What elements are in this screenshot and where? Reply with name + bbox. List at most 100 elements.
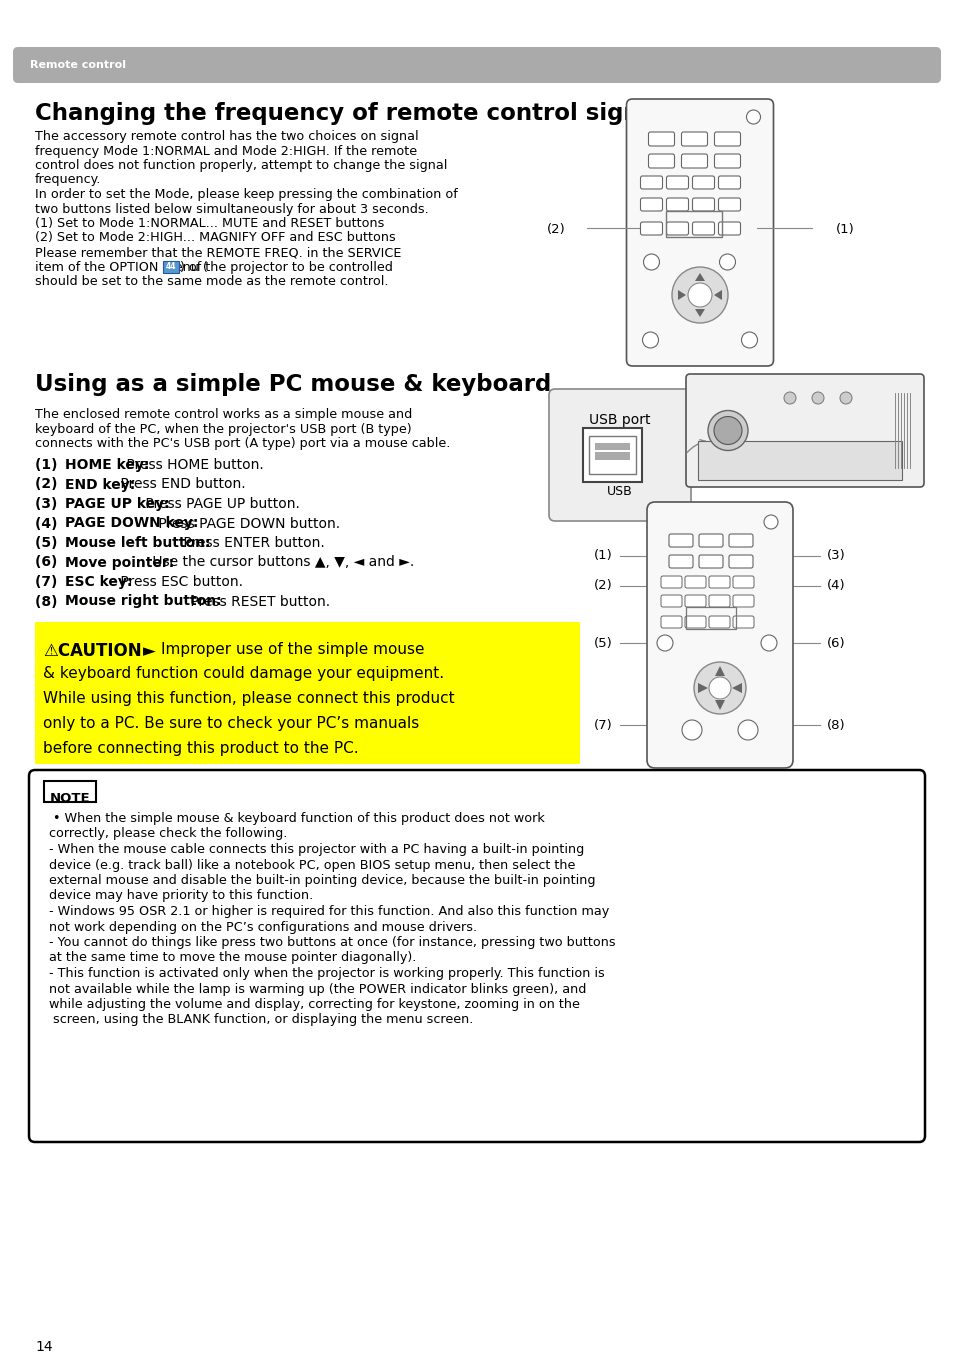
FancyBboxPatch shape <box>163 260 178 272</box>
Text: at the same time to move the mouse pointer diagonally).: at the same time to move the mouse point… <box>49 952 416 964</box>
Circle shape <box>840 393 851 403</box>
FancyBboxPatch shape <box>680 154 707 168</box>
Circle shape <box>811 393 823 403</box>
Text: PAGE DOWN key:: PAGE DOWN key: <box>65 516 198 531</box>
Text: USB: USB <box>606 485 632 498</box>
Circle shape <box>657 635 672 651</box>
Text: only to a PC. Be sure to check your PC’s manuals: only to a PC. Be sure to check your PC’s… <box>43 716 418 731</box>
FancyBboxPatch shape <box>639 198 661 211</box>
Text: not available while the lamp is warming up (the POWER indicator blinks green), a: not available while the lamp is warming … <box>49 983 586 995</box>
FancyBboxPatch shape <box>708 575 729 588</box>
Text: (6): (6) <box>826 636 844 650</box>
FancyBboxPatch shape <box>718 222 740 236</box>
FancyBboxPatch shape <box>685 374 923 487</box>
Circle shape <box>707 410 747 451</box>
Circle shape <box>671 267 727 324</box>
Text: PAGE UP key:: PAGE UP key: <box>65 497 170 510</box>
Text: (7): (7) <box>35 575 62 589</box>
Text: (6): (6) <box>35 555 62 570</box>
Text: ⚠CAUTION: ⚠CAUTION <box>43 642 141 659</box>
Text: - Windows 95 OSR 2.1 or higher is required for this function. And also this func: - Windows 95 OSR 2.1 or higher is requir… <box>49 904 609 918</box>
Text: The enclosed remote control works as a simple mouse and: The enclosed remote control works as a s… <box>35 408 412 421</box>
Text: while adjusting the volume and display, correcting for keystone, zooming in on t: while adjusting the volume and display, … <box>49 998 579 1011</box>
FancyBboxPatch shape <box>680 131 707 146</box>
FancyBboxPatch shape <box>732 616 753 628</box>
Text: - When the mouse cable connects this projector with a PC having a built-in point: - When the mouse cable connects this pro… <box>49 844 583 856</box>
FancyBboxPatch shape <box>666 176 688 190</box>
FancyBboxPatch shape <box>666 222 688 236</box>
Text: 44: 44 <box>165 263 175 271</box>
FancyBboxPatch shape <box>660 594 681 607</box>
Text: (4): (4) <box>826 580 844 593</box>
Text: should be set to the same mode as the remote control.: should be set to the same mode as the re… <box>35 275 388 288</box>
FancyBboxPatch shape <box>668 555 692 567</box>
FancyBboxPatch shape <box>666 198 688 211</box>
Circle shape <box>708 677 730 699</box>
FancyBboxPatch shape <box>692 176 714 190</box>
Text: The accessory remote control has the two choices on signal: The accessory remote control has the two… <box>35 130 418 144</box>
Text: device may have priority to this function.: device may have priority to this functio… <box>49 890 313 903</box>
FancyBboxPatch shape <box>660 616 681 628</box>
FancyBboxPatch shape <box>548 389 690 521</box>
Text: item of the OPTION menu (: item of the OPTION menu ( <box>35 260 208 274</box>
Text: screen, using the BLANK function, or displaying the menu screen.: screen, using the BLANK function, or dis… <box>49 1014 473 1026</box>
Text: two buttons listed below simultaneously for about 3 seconds.: two buttons listed below simultaneously … <box>35 203 428 215</box>
FancyBboxPatch shape <box>692 198 714 211</box>
FancyBboxPatch shape <box>714 131 740 146</box>
Text: frequency Mode 1:NORMAL and Mode 2:HIGH. If the remote: frequency Mode 1:NORMAL and Mode 2:HIGH.… <box>35 145 416 157</box>
Text: (1) Set to Mode 1:NORMAL... MUTE and RESET buttons: (1) Set to Mode 1:NORMAL... MUTE and RES… <box>35 217 384 230</box>
FancyBboxPatch shape <box>660 575 681 588</box>
Polygon shape <box>695 274 704 282</box>
Text: (2): (2) <box>547 223 565 237</box>
Text: (2): (2) <box>594 580 613 593</box>
Text: Using as a simple PC mouse & keyboard: Using as a simple PC mouse & keyboard <box>35 372 551 395</box>
Text: ►: ► <box>143 642 155 659</box>
FancyBboxPatch shape <box>699 533 722 547</box>
FancyBboxPatch shape <box>718 198 740 211</box>
Text: Press PAGE DOWN button.: Press PAGE DOWN button. <box>153 516 339 531</box>
Text: ) of the projector to be controlled: ) of the projector to be controlled <box>179 260 393 274</box>
Text: Mouse left button:: Mouse left button: <box>65 536 211 550</box>
Text: Remote control: Remote control <box>30 60 126 70</box>
Circle shape <box>738 720 758 741</box>
Polygon shape <box>695 309 704 317</box>
Text: Press PAGE UP button.: Press PAGE UP button. <box>141 497 300 510</box>
Text: (4): (4) <box>35 516 62 531</box>
Text: not work depending on the PC’s configurations and mouse drivers.: not work depending on the PC’s configura… <box>49 921 476 933</box>
Text: (8): (8) <box>826 719 844 731</box>
Text: (3): (3) <box>826 550 845 562</box>
Circle shape <box>763 515 778 529</box>
FancyBboxPatch shape <box>13 47 940 83</box>
Circle shape <box>687 283 711 307</box>
Text: Mouse right button:: Mouse right button: <box>65 594 221 608</box>
Text: (2): (2) <box>35 478 62 492</box>
Text: (1): (1) <box>35 458 62 473</box>
FancyBboxPatch shape <box>44 781 96 802</box>
FancyBboxPatch shape <box>692 222 714 236</box>
FancyBboxPatch shape <box>708 594 729 607</box>
Text: - This function is activated only when the projector is working properly. This f: - This function is activated only when t… <box>49 967 604 980</box>
FancyBboxPatch shape <box>588 436 636 474</box>
FancyBboxPatch shape <box>684 575 705 588</box>
Text: Press ESC button.: Press ESC button. <box>115 575 243 589</box>
FancyBboxPatch shape <box>639 176 661 190</box>
FancyBboxPatch shape <box>626 99 773 366</box>
Text: connects with the PC's USB port (A type) port via a mouse cable.: connects with the PC's USB port (A type)… <box>35 437 450 450</box>
FancyBboxPatch shape <box>582 428 641 482</box>
Text: correctly, please check the following.: correctly, please check the following. <box>49 827 287 841</box>
Circle shape <box>745 110 760 125</box>
Polygon shape <box>698 682 707 693</box>
FancyBboxPatch shape <box>698 441 901 481</box>
FancyBboxPatch shape <box>732 575 753 588</box>
FancyBboxPatch shape <box>684 616 705 628</box>
FancyBboxPatch shape <box>728 533 752 547</box>
Circle shape <box>783 393 795 403</box>
Text: Press RESET button.: Press RESET button. <box>186 594 330 608</box>
FancyBboxPatch shape <box>708 616 729 628</box>
Text: HOME key:: HOME key: <box>65 458 150 473</box>
Text: & keyboard function could damage your equipment.: & keyboard function could damage your eq… <box>43 666 444 681</box>
FancyBboxPatch shape <box>718 176 740 190</box>
Text: Press ENTER button.: Press ENTER button. <box>179 536 325 550</box>
Circle shape <box>643 255 659 269</box>
FancyBboxPatch shape <box>35 621 579 764</box>
